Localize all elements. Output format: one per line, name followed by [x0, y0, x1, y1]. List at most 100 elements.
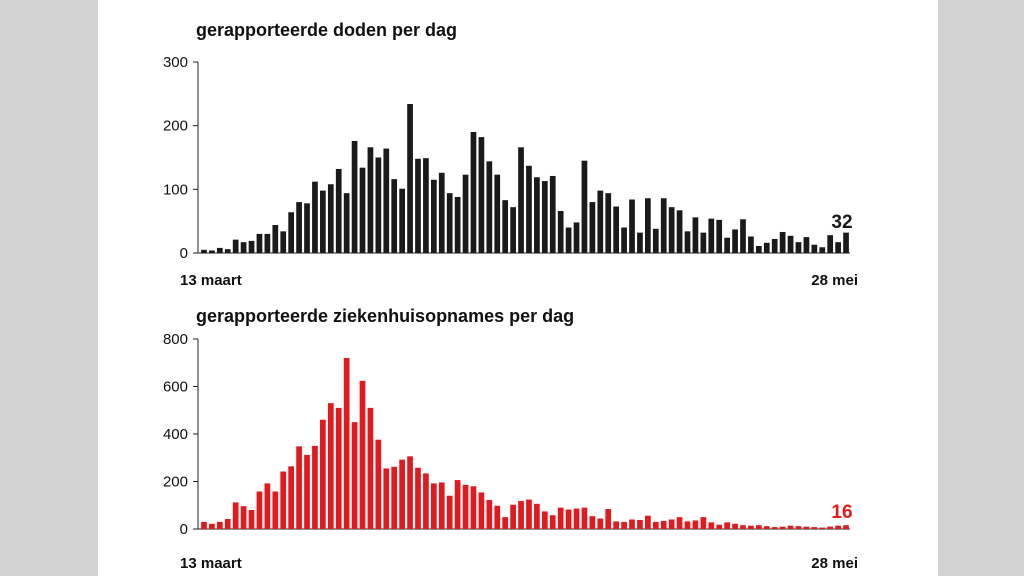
chart2-bar: [256, 491, 263, 529]
chart2-y-tick-label: 600: [163, 379, 188, 396]
chart2-bar: [621, 521, 627, 530]
chart1-bar: [502, 200, 509, 253]
chart1-bar: [343, 193, 350, 253]
chart2-bar: [660, 520, 667, 529]
chart2-bar: [827, 526, 834, 530]
chart-card: gerapporteerde doden per dag 0 100 200 300 …: [98, 0, 938, 576]
chart1-bar: [478, 137, 485, 253]
chart1-bar: [652, 228, 659, 253]
chart2-bar: [637, 519, 643, 529]
chart2-bar: [557, 507, 564, 530]
chart1-bar: [541, 181, 548, 253]
chart2-bar: [589, 516, 596, 529]
chart1-bar: [518, 147, 524, 253]
chart1-bar: [288, 212, 295, 253]
chart2-bar: [787, 525, 794, 529]
chart2-bar: [351, 422, 358, 530]
chart2-bar: [708, 522, 715, 529]
chart1-bar: [383, 148, 390, 253]
chart1-bar: [375, 157, 382, 253]
chart1-bar: [280, 231, 287, 253]
chart2-bar: [549, 515, 556, 529]
chart1-bar: [835, 242, 841, 253]
chart2-bar: [280, 471, 287, 529]
chart1-bar: [660, 198, 667, 253]
chart2-bar: [224, 519, 231, 529]
chart1-bar: [684, 231, 691, 253]
chart2-bar: [312, 445, 318, 530]
chart2-bar: [534, 503, 540, 529]
chart1-bar: [216, 247, 223, 253]
chart1-bar: [224, 249, 231, 253]
chart2-bar: [779, 526, 786, 530]
chart2-bar: [335, 407, 342, 530]
chart2-bar: [676, 517, 683, 530]
chart1-bar: [470, 132, 477, 253]
chart2-bar: [288, 466, 295, 529]
chart1-bar: [462, 174, 469, 253]
chart1-end-value-label: 32: [831, 212, 852, 233]
chart1-bar: [430, 179, 437, 253]
chart2-bar: [486, 500, 493, 529]
chart2-bar: [264, 483, 271, 529]
chart1-y-tick-label: 300: [163, 54, 188, 71]
chart1-bar: [621, 227, 627, 253]
chart2-bar: [716, 524, 723, 529]
chart1-bar: [494, 174, 501, 253]
chart2-bar: [740, 525, 746, 529]
chart2-bar: [573, 508, 580, 529]
chart2-y-tick-label: 400: [163, 426, 188, 443]
chart2-bar: [201, 521, 207, 530]
chart2-bar: [478, 492, 485, 529]
chart1-bar: [843, 232, 849, 253]
chart1-bars: [201, 104, 849, 254]
chart2-bar: [209, 523, 215, 529]
chart2-bar: [748, 525, 754, 529]
chart1-bar: [573, 222, 580, 253]
chart2-bar: [684, 521, 691, 529]
chart2-bar: [811, 527, 818, 529]
chart1-bar: [557, 210, 564, 253]
chart1-y-tick-label: 200: [163, 118, 188, 135]
chart1-bar: [359, 167, 366, 253]
chart1-bar: [320, 190, 326, 253]
chart2-bar: [383, 468, 390, 529]
chart1-y-tick-label: 100: [163, 181, 188, 198]
chart2-bar: [692, 520, 699, 529]
chart2-bar: [415, 467, 421, 529]
chart2-bar: [819, 527, 826, 529]
chart2-bar: [359, 380, 366, 529]
chart1-bar: [700, 232, 707, 253]
chart1-bar: [232, 239, 239, 253]
chart2-bar: [771, 527, 778, 529]
chart1-bar: [327, 184, 334, 253]
chart1-bar: [716, 219, 723, 253]
chart1-bar: [312, 181, 318, 253]
chart2-bar: [272, 491, 279, 529]
chart1-y-tick-label: 0: [180, 245, 188, 262]
chart2-bar: [248, 510, 255, 529]
chart2-bar: [367, 407, 374, 530]
chart2-bar: [430, 483, 437, 529]
chart1-bar: [296, 202, 302, 253]
chart2-bar: [565, 509, 572, 529]
chart1-bar: [676, 210, 683, 253]
chart2-title: gerapporteerde ziekenhuisopnames per dag: [196, 306, 574, 326]
chart2-bar: [375, 439, 382, 529]
chart2-bar: [240, 506, 247, 529]
chart1-bar: [668, 207, 675, 253]
chart1-bar: [771, 238, 778, 253]
chart1-bar: [629, 199, 635, 253]
chart1-bar: [605, 193, 612, 253]
chart1-bar: [446, 193, 453, 253]
chart2-bar: [597, 518, 604, 529]
chart2-bar: [835, 525, 841, 529]
chart2-bar: [438, 482, 445, 529]
chart2-bar: [803, 526, 810, 530]
chart2-bar: [843, 525, 849, 529]
chart2-x-end-label: 28 mei: [811, 555, 858, 572]
chart1-bar: [264, 233, 271, 253]
chart2-bar: [668, 519, 675, 529]
chart1-bar: [589, 202, 596, 253]
chart2-bars: [201, 358, 849, 530]
